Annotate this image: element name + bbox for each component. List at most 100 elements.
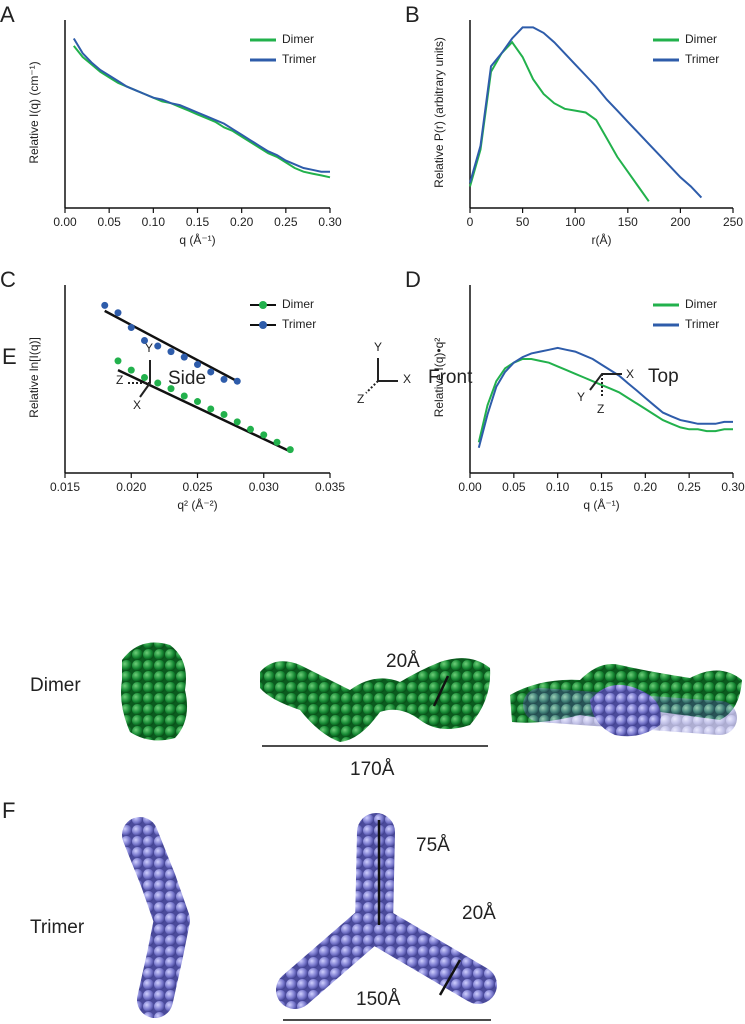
point [180, 353, 188, 361]
legend-label: Dimer [685, 32, 717, 46]
point [220, 411, 228, 418]
y-axis-label: Relative P(r) (arbitrary units) [432, 37, 446, 188]
panel-label: A [0, 2, 15, 27]
point [141, 374, 148, 381]
icon-axis [365, 380, 379, 394]
x-tick-label: 0.025 [182, 480, 212, 494]
x-axis-label: q (Å⁻¹) [583, 497, 619, 512]
point [101, 301, 109, 309]
dimension-line [438, 959, 462, 996]
axis-letter: Z [357, 392, 364, 406]
legend-label: Dimer [282, 297, 314, 311]
x-tick-label: 0.15 [590, 480, 614, 494]
line [72, 37, 330, 173]
row-label: Dimer [30, 675, 81, 696]
point [127, 366, 135, 374]
x-tick-label: 0.25 [274, 215, 298, 229]
point [207, 405, 215, 413]
x-tick-label: 0.020 [116, 480, 146, 494]
legend-label: Trimer [685, 52, 719, 66]
fit-line [104, 309, 238, 383]
panel-label: F [2, 798, 15, 823]
view-title: Top [648, 366, 679, 387]
axis-letter: X [133, 398, 141, 412]
point [154, 342, 162, 350]
x-axis-label: q (Å⁻¹) [179, 232, 215, 247]
x-tick-label: 0.20 [230, 215, 254, 229]
x-axis-label: r(Å) [592, 232, 612, 247]
x-tick-label: 0.25 [677, 480, 701, 494]
x-tick-label: 50 [516, 215, 530, 229]
legend-label: Trimer [282, 317, 316, 331]
point [114, 309, 122, 317]
panel-f: F Trimer 75Å 20Å 150Å [2, 684, 737, 1021]
trimer-arm [357, 906, 497, 1004]
line [477, 346, 733, 449]
panel-label: C [0, 267, 16, 292]
x-tick-label: 0.00 [458, 480, 482, 494]
point [114, 357, 122, 365]
x-tick-label: 0 [467, 215, 474, 229]
y-axis-label: Relative I(q)•q² [432, 338, 446, 418]
dimension-line [432, 675, 450, 707]
x-tick-label: 150 [618, 215, 638, 229]
point [154, 379, 162, 387]
y-axis-label: Relative I(q) (cm⁻¹) [27, 61, 41, 163]
dimension-label: 20Å [386, 651, 420, 672]
dimer-side [121, 642, 188, 741]
panel-label: E [2, 344, 17, 369]
x-tick-label: 0.30 [721, 480, 745, 494]
trimer-top-core [590, 684, 661, 737]
point [167, 348, 175, 356]
axis-letter: Y [374, 340, 382, 354]
x-tick-label: 200 [670, 215, 690, 229]
trimer-side [122, 817, 190, 1018]
x-tick-label: 0.30 [318, 215, 342, 229]
axis-letter: X [403, 372, 411, 386]
axis-icon [128, 358, 622, 398]
point [194, 361, 201, 369]
axis-letter: X [626, 367, 634, 381]
point [273, 438, 281, 446]
x-tick-label: 0.030 [249, 480, 279, 494]
point [247, 425, 254, 433]
x-tick-label: 100 [565, 215, 585, 229]
panel-label: B [405, 2, 420, 27]
row-label: Trimer [30, 917, 85, 938]
point [260, 431, 268, 439]
legend-marker [259, 321, 267, 329]
line [477, 358, 733, 443]
legend-label: Dimer [282, 32, 314, 46]
point [220, 375, 228, 383]
line [73, 45, 331, 179]
x-tick-label: 0.15 [186, 215, 210, 229]
x-tick-label: 0.10 [546, 480, 570, 494]
point [180, 392, 188, 400]
view-title: Side [168, 368, 206, 389]
axis-letter: Z [116, 373, 123, 387]
point [233, 418, 241, 426]
trimer-arm [276, 906, 389, 1009]
legend-label: Trimer [685, 317, 719, 331]
panel-label: D [405, 267, 421, 292]
fit-line [117, 368, 291, 453]
icon-axes [377, 358, 398, 382]
x-axis-label: q² (Å⁻²) [177, 497, 217, 512]
legend-label: Dimer [685, 297, 717, 311]
x-tick-label: 0.10 [142, 215, 166, 229]
dimension-label: 150Å [356, 989, 401, 1010]
dimension-label: 170Å [350, 759, 395, 780]
y-axis-label: Relative ln[I(q)] [27, 337, 41, 418]
dimension-label: 75Å [416, 835, 450, 856]
legend-label: Trimer [282, 52, 316, 66]
axis-letter: Z [597, 402, 604, 416]
axis-letter: Y [577, 390, 585, 404]
x-tick-label: 0.015 [50, 480, 80, 494]
point [207, 368, 215, 376]
dimension-label: 20Å [462, 903, 496, 924]
x-tick-label: 0.035 [315, 480, 345, 494]
x-tick-label: 0.00 [53, 215, 77, 229]
point [127, 324, 135, 332]
point [194, 398, 201, 406]
